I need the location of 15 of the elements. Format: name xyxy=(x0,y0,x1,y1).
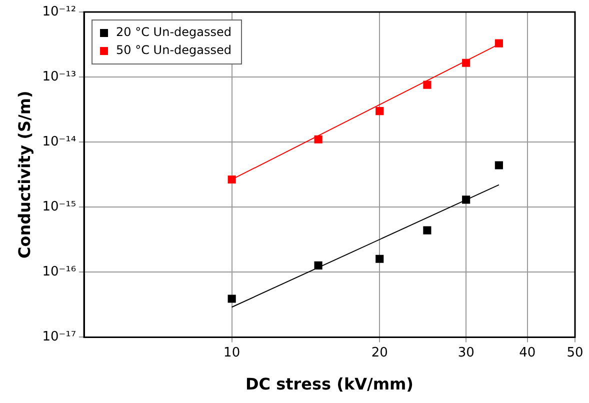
x-tick-label: 50 xyxy=(566,345,584,360)
legend-label: 20 °C Un-degassed xyxy=(116,25,232,40)
y-tick-label: 10⁻¹² xyxy=(42,4,76,20)
x-tick-label: 20 xyxy=(371,345,388,360)
y-tick-label: 10⁻¹⁷ xyxy=(42,330,76,345)
x-tick-label: 40 xyxy=(519,345,536,360)
x-tick-label: 30 xyxy=(458,345,474,360)
y-tick-label: 10⁻¹⁶ xyxy=(42,264,76,280)
legend-label: 50 °C Un-degassed xyxy=(116,43,232,58)
x-axis-title: DC stress (kV/mm) xyxy=(246,374,414,394)
y-axis-title: Conductivity (S/m) xyxy=(14,90,34,259)
y-tick-label: 10⁻¹³ xyxy=(42,69,76,84)
y-tick-label: 10⁻¹⁵ xyxy=(42,199,76,214)
y-tick-label: 10⁻¹⁴ xyxy=(42,134,76,150)
x-tick-label: 10 xyxy=(224,345,240,360)
